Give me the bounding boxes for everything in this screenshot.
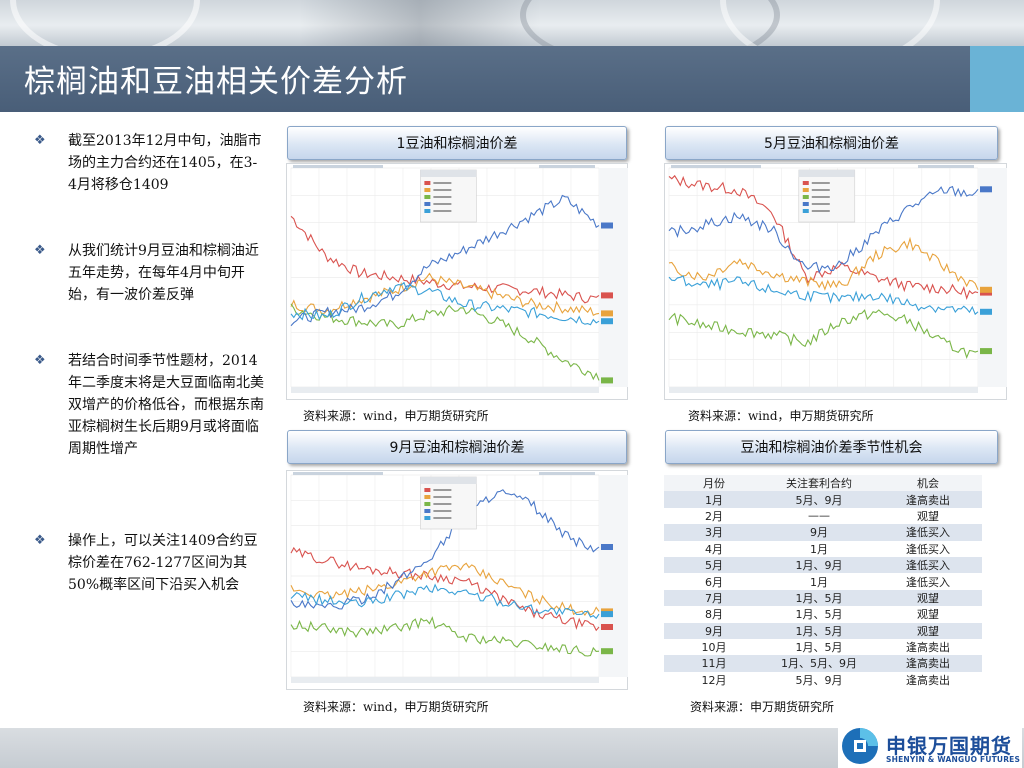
month-cell: 9月 (705, 624, 723, 638)
table-row: 12月 5月、9月 逢高卖出 (664, 671, 982, 689)
table-row: 6月 1月 逢低买入 (664, 573, 982, 590)
contract-cell: —— (808, 509, 830, 523)
chance-cell: 逢低买入 (906, 526, 950, 540)
chance-cell: 观望 (917, 624, 939, 638)
table-header-row: 月份 关注套利合约 机会 (664, 475, 982, 492)
diamond-bullet-icon: ❖ (34, 133, 46, 148)
chart-graphic (290, 165, 628, 393)
column-header: 关注套利合约 (786, 477, 852, 491)
chart5-header: 5月豆油和棕榈油价差 (665, 126, 998, 160)
chart-image-5 (664, 163, 1007, 400)
month-cell: 3月 (705, 526, 723, 540)
contract-cell: 1月、5月 (795, 591, 843, 605)
column-header: 月份 (703, 477, 725, 491)
contract-cell: 1月、5月 (795, 624, 843, 638)
bullet-text: 截至2013年12月中旬，油脂市场的主力合约还在1405，在3-4月将移仓140… (68, 133, 262, 193)
column-header: 机会 (917, 477, 939, 491)
table-row: 8月 1月、5月 观望 (664, 606, 982, 623)
contract-cell: 1月、9月 (795, 559, 843, 573)
chart9-header: 9月豆油和棕榈油价差 (287, 430, 627, 464)
table-row: 9月 1月、5月 观望 (664, 622, 982, 639)
chart1-header: 1豆油和棕榈油价差 (287, 126, 627, 160)
logo-mark-icon (842, 728, 878, 764)
chart-image-1 (286, 163, 628, 400)
month-cell: 2月 (705, 509, 723, 523)
month-cell: 1月 (705, 493, 723, 507)
table-row: 3月 9月 逢低买入 (664, 524, 982, 541)
chart-image-9 (286, 470, 628, 690)
month-cell: 7月 (705, 591, 723, 605)
table-row: 11月 1月、5月、9月 逢高卖出 (664, 655, 982, 672)
month-cell: 5月 (705, 559, 723, 573)
contract-cell: 1月 (810, 542, 828, 556)
chart-graphic (668, 165, 1007, 393)
banner-decoration (300, 0, 540, 46)
table-row: 1月 5月、9月 逢高卖出 (664, 491, 982, 508)
source-note: 资料来源：申万期货研究所 (690, 700, 835, 714)
diamond-bullet-icon: ❖ (34, 353, 46, 368)
month-cell: 6月 (705, 575, 723, 589)
table-row: 2月 —— 观望 (664, 507, 982, 525)
month-cell: 8月 (705, 608, 723, 622)
company-logo: 申银万国期货 SHENYIN & WANGUO FUTURES (838, 722, 1022, 768)
month-cell: 11月 (701, 657, 727, 671)
chance-cell: 观望 (917, 591, 939, 605)
title-accent (970, 46, 1024, 112)
title-bar (0, 46, 970, 112)
chance-cell: 逢高卖出 (906, 673, 950, 687)
table-row: 7月 1月、5月 观望 (664, 589, 982, 607)
chance-cell: 逢低买入 (906, 542, 950, 556)
contract-cell: 1月、5月 (795, 608, 843, 622)
chance-cell: 观望 (917, 509, 939, 523)
table-row: 4月 1月 逢低买入 (664, 540, 982, 557)
chart-graphic (290, 472, 628, 683)
table-header: 豆油和棕榈油价差季节性机会 (665, 430, 998, 464)
contract-cell: 1月 (810, 575, 828, 589)
month-cell: 10月 (701, 641, 727, 655)
chart5-title: 5月豆油和棕榈油价差 (764, 136, 899, 152)
banner-decoration (10, 0, 200, 46)
chance-cell: 逢高卖出 (906, 493, 950, 507)
chance-cell: 逢高卖出 (906, 657, 950, 671)
month-cell: 12月 (701, 673, 727, 687)
source-note: 资料来源：wind，申万期货研究所 (303, 409, 489, 423)
bullet-item: ❖ 截至2013年12月中旬，油脂市场的主力合约还在1405，在3-4月将移仓1… (34, 130, 264, 240)
bullet-item: ❖ 操作上，可以关注1409合约豆棕价差在762-1277区间为其50%概率区间… (34, 530, 264, 640)
contract-cell: 1月、5月 (795, 641, 843, 655)
bullet-text: 操作上，可以关注1409合约豆棕价差在762-1277区间为其50%概率区间下沿… (68, 533, 258, 593)
page-title: 棕榈油和豆油相关价差分析 (24, 64, 408, 100)
logo-text-en: SHENYIN & WANGUO FUTURES (886, 755, 1021, 764)
chance-cell: 逢高卖出 (906, 641, 950, 655)
contract-cell: 1月、5月、9月 (781, 657, 857, 671)
chance-cell: 观望 (917, 608, 939, 622)
contract-cell: 5月、9月 (795, 493, 843, 507)
source-note: 资料来源：wind，申万期货研究所 (303, 700, 489, 714)
diamond-bullet-icon: ❖ (34, 533, 46, 548)
source-note: 资料来源：wind，申万期货研究所 (688, 409, 874, 423)
chance-cell: 逢低买入 (906, 575, 950, 589)
header-banner (0, 0, 1024, 46)
table-row: 10月 1月、5月 逢高卖出 (664, 638, 982, 656)
diamond-bullet-icon: ❖ (34, 243, 46, 258)
contract-cell: 9月 (810, 526, 828, 540)
bullet-text: 从我们统计9月豆油和棕榈油近五年走势，在每年4月中旬开始，有一波价差反弹 (68, 243, 259, 303)
bullet-item: ❖ 若结合时间季节性题材，2014年二季度末将是大豆面临南北美双增产的价格低谷，… (34, 350, 264, 530)
bullet-text: 若结合时间季节性题材，2014年二季度末将是大豆面临南北美双增产的价格低谷，而根… (68, 353, 264, 457)
chance-cell: 逢低买入 (906, 559, 950, 573)
table-title: 豆油和棕榈油价差季节性机会 (740, 440, 923, 456)
chart1-title: 1豆油和棕榈油价差 (396, 136, 518, 152)
month-cell: 4月 (705, 542, 723, 556)
contract-cell: 5月、9月 (795, 673, 843, 687)
banner-decoration (720, 0, 940, 46)
logo-text-cn: 申银万国期货 (886, 734, 1012, 758)
table-row: 5月 1月、9月 逢低买入 (664, 556, 982, 574)
bullet-item: ❖ 从我们统计9月豆油和棕榈油近五年走势，在每年4月中旬开始，有一波价差反弹 (34, 240, 264, 350)
seasonal-opportunity-table: 月份 关注套利合约 机会 1月 5月、9月 逢高卖出 2月 —— 观望 3月 9月 逢低买入 4月… (664, 475, 982, 689)
bullet-list: ❖ 截至2013年12月中旬，油脂市场的主力合约还在1405，在3-4月将移仓1… (34, 130, 264, 640)
chart9-title: 9月豆油和棕榈油价差 (389, 440, 525, 456)
